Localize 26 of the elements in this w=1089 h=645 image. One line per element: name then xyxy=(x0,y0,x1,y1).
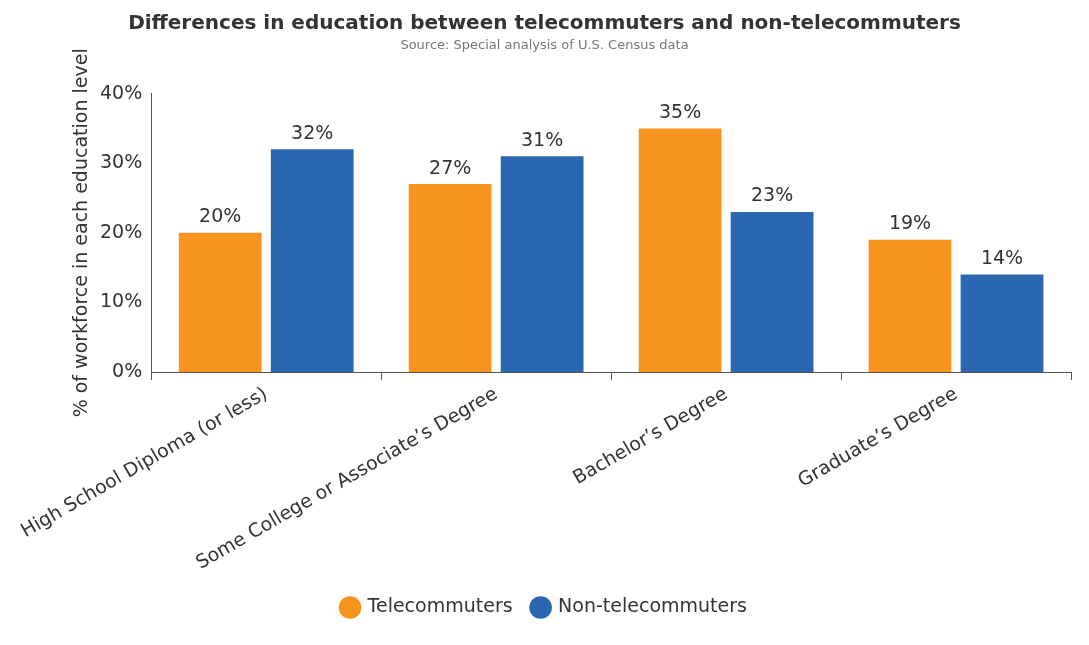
data-label: 32% xyxy=(291,120,334,143)
bar xyxy=(270,149,354,373)
bar xyxy=(408,184,492,373)
y-tick-label: 30% xyxy=(99,150,143,173)
data-label: 19% xyxy=(888,211,932,234)
data-label: 14% xyxy=(980,246,1024,269)
bar xyxy=(638,128,722,373)
y-tick-label: 0% xyxy=(112,359,143,381)
y-tick-label: 40% xyxy=(99,80,143,103)
data-label: 23% xyxy=(750,183,794,206)
chart-title: Differences in education between telecommuters and non-telecommuters xyxy=(128,10,961,35)
legend-label: Non-telecommuters xyxy=(558,594,747,617)
data-label: 31% xyxy=(521,127,564,150)
bar xyxy=(730,211,814,373)
y-tick-label: 20% xyxy=(99,219,143,242)
legend-label: Telecommuters xyxy=(366,594,513,617)
data-label: 20% xyxy=(199,204,242,227)
data-label: 27% xyxy=(429,155,472,178)
y-axis-title: % of workforce in each education level xyxy=(68,48,91,418)
data-label: 35% xyxy=(658,99,702,122)
bar xyxy=(178,232,262,373)
y-tick-label: 10% xyxy=(99,289,143,312)
bar xyxy=(868,239,952,373)
bar xyxy=(500,156,584,373)
bar xyxy=(960,274,1044,373)
chart-subtitle: Source: Special analysis of U.S. Census data xyxy=(400,37,689,53)
